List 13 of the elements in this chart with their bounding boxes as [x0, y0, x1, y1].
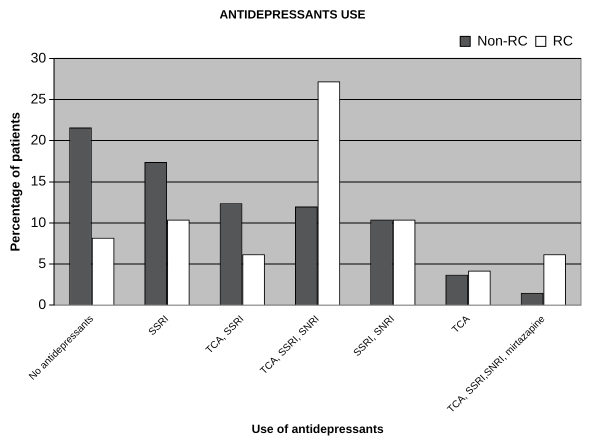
- legend-label: RC: [552, 32, 574, 48]
- legend-label: Non-RC: [477, 32, 528, 48]
- chart-title: ANTIDEPRESSANTS USE: [219, 8, 366, 22]
- y-tick-label: 25: [30, 90, 46, 106]
- y-tick-label: 20: [30, 132, 46, 148]
- x-axis-title: Use of antidepressants: [252, 422, 384, 436]
- x-tick-label: TCA: [450, 314, 472, 336]
- y-axis-title: Percentage of patients: [7, 112, 22, 252]
- y-tick-label: 0: [38, 296, 46, 312]
- y-tick-label: 5: [38, 254, 46, 271]
- y-tick-label: 30: [30, 49, 46, 66]
- y-tick-label: 15: [30, 172, 46, 189]
- y-tick-label: 10: [30, 214, 46, 230]
